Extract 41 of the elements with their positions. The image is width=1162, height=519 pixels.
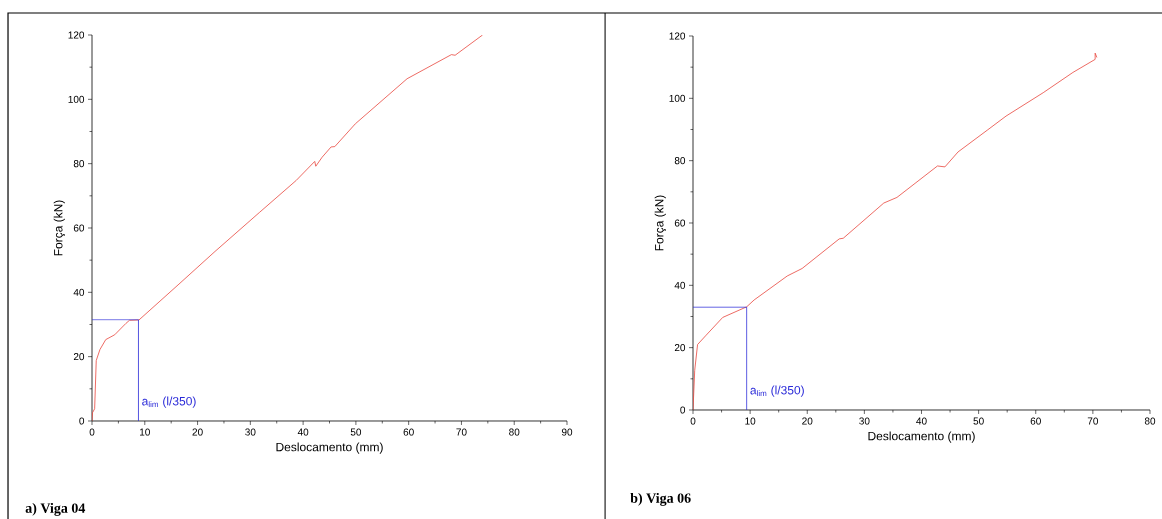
x-tick-label: 70 — [1087, 417, 1099, 425]
y-tick-label: 60 — [73, 224, 85, 232]
annotation: a$_{lim}$ (l/350) — [750, 385, 804, 397]
x-tick-label: 10 — [140, 428, 150, 436]
x-tick-label: 30 — [859, 417, 870, 425]
y-tick-label: 60 — [674, 219, 686, 227]
y-tick-label: 40 — [73, 288, 85, 296]
y-tick-label: 80 — [674, 157, 686, 165]
x-tick-label: 0 — [89, 428, 95, 436]
y-tick-label: 100 — [669, 94, 686, 102]
x-tick-label: 80 — [1144, 417, 1156, 425]
annotation: a$_{lim}$ (l/350) — [142, 396, 196, 408]
y-tick-label: 80 — [73, 160, 85, 168]
x-tick-label: 40 — [916, 417, 927, 425]
y-tick-label: 120 — [669, 32, 686, 40]
x-tick-label: 0 — [690, 417, 696, 425]
x-tick-label: 20 — [802, 417, 813, 425]
y-tick-label: 120 — [68, 31, 85, 39]
y-tick-label: 100 — [68, 95, 85, 103]
x-tick-label: 50 — [973, 417, 984, 425]
x-tick-label: 70 — [456, 428, 467, 436]
y-axis-title: Força (kN) — [654, 195, 666, 251]
x-tick-label: 60 — [403, 428, 414, 436]
x-tick-label: 20 — [192, 428, 203, 436]
x-tick-label: 80 — [509, 428, 520, 436]
x-tick-label: 90 — [561, 428, 573, 436]
y-tick-label: 20 — [73, 353, 85, 361]
y-tick-label: 20 — [674, 344, 686, 352]
x-tick-label: 10 — [745, 417, 756, 425]
y-tick-label: 40 — [674, 281, 686, 289]
line-series — [693, 52, 1098, 410]
y-axis-title: Força (kN) — [53, 200, 65, 256]
y-tick-label: 0 — [680, 406, 686, 414]
text: b) Viga 06 — [630, 492, 691, 506]
x-tick-label: 50 — [350, 428, 362, 436]
x-axis-title: Deslocamento (mm) — [868, 431, 975, 443]
x-axis-title: Deslocamento (mm) — [276, 442, 383, 454]
x-tick-label: 30 — [245, 428, 256, 436]
x-tick-label: 60 — [1030, 417, 1041, 425]
text: a) Viga 04 — [25, 502, 86, 516]
x-tick-label: 40 — [297, 428, 309, 436]
